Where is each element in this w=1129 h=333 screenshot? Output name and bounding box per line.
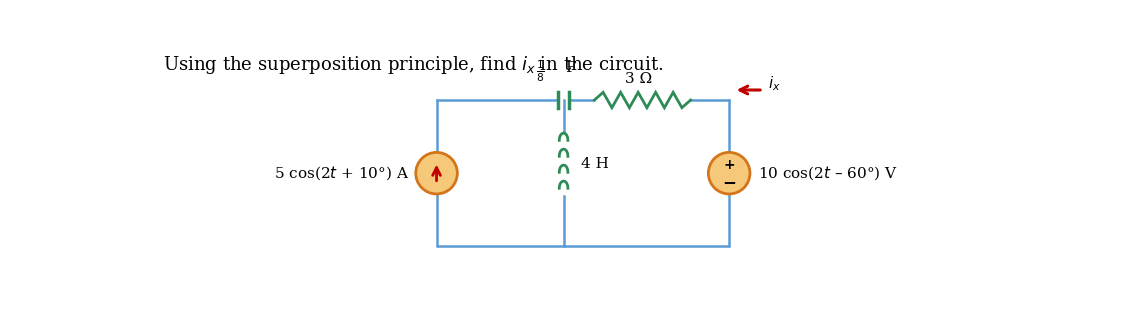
Text: F: F [566,61,576,75]
Text: $i_x$: $i_x$ [768,75,780,93]
Circle shape [415,153,457,194]
Text: +: + [724,158,735,172]
Circle shape [708,153,750,194]
Text: 3 Ω: 3 Ω [625,72,653,86]
Text: −: − [723,173,736,191]
Text: $\frac{1}{8}$: $\frac{1}{8}$ [536,58,545,84]
Text: 4 H: 4 H [580,157,609,171]
Text: 10 cos(2$t$ – 60°) V: 10 cos(2$t$ – 60°) V [758,164,898,182]
Text: Using the superposition principle, find $i_x$ in the circuit.: Using the superposition principle, find … [164,54,664,76]
Text: 5 cos(2$t$ + 10°) A: 5 cos(2$t$ + 10°) A [274,164,410,182]
